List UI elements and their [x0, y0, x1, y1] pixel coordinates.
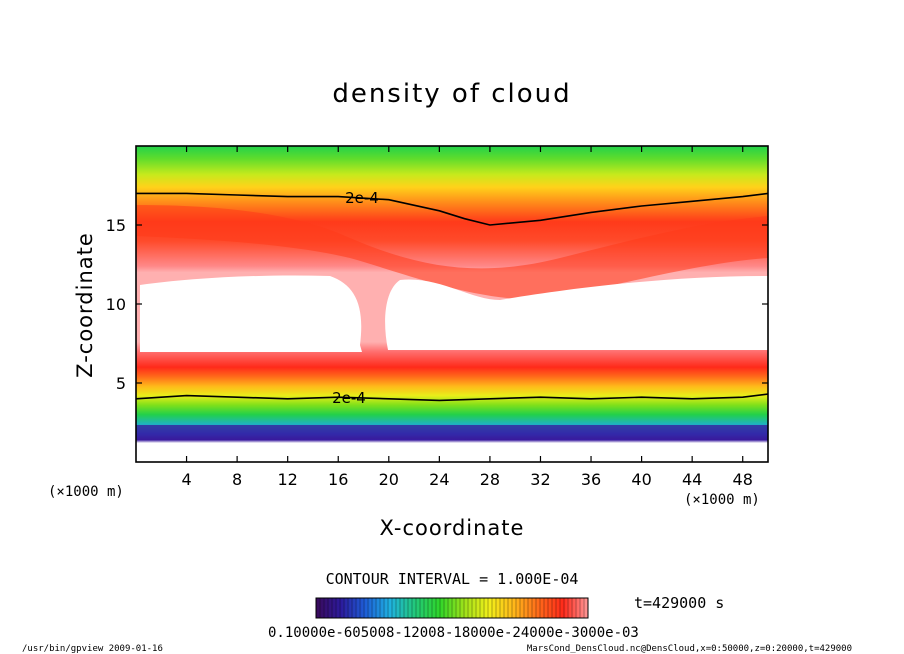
x-tick-label: 48 [733, 470, 753, 489]
contour-2e4-lower [135, 393, 769, 402]
x-unit-label: (×1000 m) [684, 492, 760, 508]
lower-purple-strip [136, 425, 768, 440]
contour-label-upper: 2e-4 [345, 189, 379, 207]
upper-red-band [136, 205, 768, 300]
colorbar-stripes [319, 598, 585, 618]
x-axis-label: X-coordinate [380, 516, 525, 540]
x-tick-label: 40 [631, 470, 651, 489]
plot-area [136, 146, 768, 462]
clear-region-left [140, 275, 362, 352]
x-tick-label: 12 [278, 470, 298, 489]
footer-left: /usr/bin/gpview 2009-01-16 [22, 644, 163, 654]
contours: 2e-4 2e-4 [135, 189, 769, 407]
x-tick-label: 36 [581, 470, 601, 489]
x-tick-label: 8 [232, 470, 242, 489]
x-tick-label: 28 [480, 470, 500, 489]
z-unit-label: (×1000 m) [48, 484, 124, 500]
colorbar-frame [315, 597, 589, 619]
footer-right: MarsCond_DensCloud.nc@DensCloud,x=0:5000… [527, 644, 852, 654]
x-tick-label: 24 [429, 470, 449, 489]
contour-interval-text: CONTOUR INTERVAL = 1.000E-04 [326, 570, 579, 588]
x-tick-label: 44 [682, 470, 702, 489]
x-tick-label: 16 [328, 470, 348, 489]
x-tick-label: 32 [530, 470, 550, 489]
chart-title: density of cloud [332, 79, 571, 109]
y-axis: 5 10 15 [106, 216, 768, 393]
contour-2e4-upper [136, 192, 769, 226]
x-tick-label: 4 [181, 470, 191, 489]
contour-label-lower: 2e-4 [332, 389, 366, 407]
clear-region-right [385, 276, 768, 350]
x-axis: 4 8 12 16 20 24 28 32 36 40 44 48 [181, 146, 753, 489]
y-axis-label: Z-coordinate [73, 232, 97, 378]
y-tick-label: 5 [116, 374, 126, 393]
colorbar [315, 597, 589, 619]
x-tick-label: 20 [379, 470, 399, 489]
colorbar-labels: 0.10000e-605008-12008-18000e-24000e-3000… [268, 625, 639, 641]
time-label: t=429000 s [634, 594, 724, 612]
y-tick-label: 10 [106, 295, 126, 314]
y-tick-label: 15 [106, 216, 126, 235]
